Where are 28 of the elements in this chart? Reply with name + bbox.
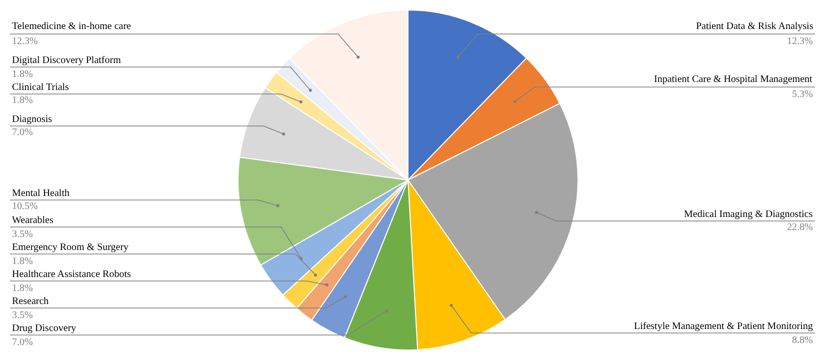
data-label: 1.8% — [12, 69, 33, 80]
data-label: 12.3% — [787, 36, 813, 47]
slice-label: Drug Discovery — [12, 323, 76, 334]
data-label: 1.8% — [12, 256, 33, 267]
data-label: 22.8% — [787, 222, 813, 233]
data-label: 1.8% — [12, 283, 33, 294]
data-label: 7.0% — [12, 127, 33, 138]
slice-label: Digital Discovery Platform — [12, 55, 122, 66]
data-label: 3.5% — [12, 229, 33, 240]
data-label: 8.8% — [792, 335, 813, 346]
data-label: 12.3% — [12, 36, 38, 47]
slice-label: Diagnosis — [12, 114, 52, 125]
slice-label: Medical Imaging & Diagnostics — [684, 209, 813, 220]
slice-label: Emergency Room & Surgery — [12, 242, 129, 253]
data-label: 10.5% — [12, 201, 38, 212]
slice-label: Mental Health — [12, 188, 70, 199]
slice-label: Clinical Trials — [12, 82, 70, 93]
data-label: 3.5% — [12, 310, 33, 321]
slice-label: Research — [12, 296, 49, 307]
data-label: 5.3% — [792, 89, 813, 100]
slice-label: Healthcare Assistance Robots — [12, 269, 131, 280]
slice-label: Inpatient Care & Hospital Management — [654, 74, 813, 85]
data-label: 7.0% — [12, 337, 33, 348]
data-label: 1.8% — [12, 95, 33, 106]
slice-label: Patient Data & Risk Analysis — [696, 21, 814, 32]
slice-label: Wearables — [12, 215, 54, 226]
slice-label: Lifestyle Management & Patient Monitoring — [634, 321, 813, 332]
slice-label: Telemedicine & in-home care — [12, 21, 132, 32]
